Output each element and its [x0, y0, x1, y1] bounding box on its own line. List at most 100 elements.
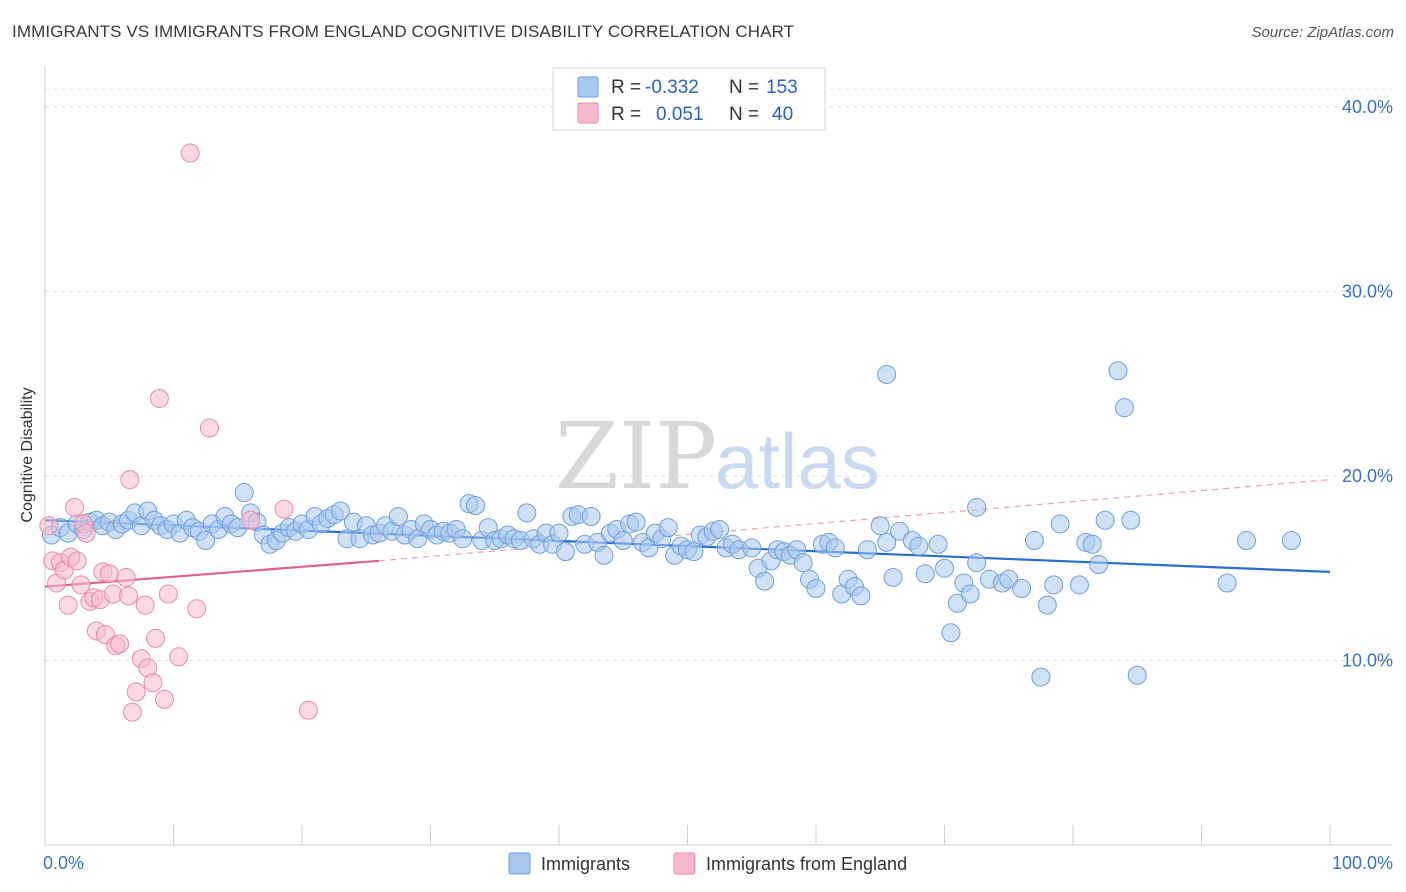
point-s0-151 [1082, 534, 1102, 554]
legend-box: R = -0.332 N = 153 R = 0.051 N = 40 [552, 67, 826, 131]
point-s1-31 [146, 628, 166, 648]
point-s0-145 [1031, 667, 1051, 687]
point-s1-25 [122, 702, 142, 722]
point-s1-9 [71, 575, 91, 595]
bottom-legend: Immigrants Immigrants from England [508, 852, 907, 875]
point-s0-53 [388, 507, 408, 527]
legend-swatch-immigrants [577, 76, 599, 98]
point-s1-8 [67, 551, 87, 571]
point-s0-88 [613, 531, 633, 551]
legend-n-value-immigrants: 153 [766, 77, 798, 98]
point-s0-79 [555, 542, 575, 562]
point-s1-0 [39, 516, 59, 536]
point-s1-33 [155, 689, 175, 709]
point-s0-158 [1114, 398, 1134, 418]
point-s1-40 [298, 700, 318, 720]
y-tick-label-0: 10.0% [1342, 650, 1393, 670]
point-s1-7 [65, 497, 85, 517]
y-tick-label-3: 40.0% [1342, 97, 1393, 117]
point-s0-160 [1281, 531, 1301, 551]
point-s0-143 [1012, 579, 1032, 599]
point-s0-144 [1024, 531, 1044, 551]
point-s0-133 [928, 534, 948, 554]
point-s0-126 [870, 516, 890, 536]
point-s1-18 [99, 564, 119, 584]
point-s1-32 [149, 388, 169, 408]
point-s1-36 [180, 143, 200, 163]
point-s0-132 [915, 564, 935, 584]
legend-n-label: N = [729, 77, 759, 98]
point-s1-21 [110, 634, 130, 654]
point-s1-41 [241, 510, 261, 530]
point-s0-95 [658, 518, 678, 538]
bottom-legend-england: Immigrants from England [706, 854, 907, 874]
point-s0-125 [857, 540, 877, 560]
legend-r-value-england: 0.051 [656, 104, 704, 125]
y-tick-label-1: 20.0% [1342, 466, 1393, 486]
point-s0-85 [594, 545, 614, 565]
point-s0-139 [967, 553, 987, 573]
y-tick-label-2: 30.0% [1342, 281, 1393, 301]
point-s0-78 [549, 523, 569, 543]
point-s0-73 [517, 503, 537, 523]
point-s0-159 [967, 497, 987, 517]
legend-r-label: R = [611, 77, 641, 98]
point-s0-155 [1127, 665, 1147, 685]
grid-lines [45, 88, 1392, 661]
watermark-zip: ZIP [555, 403, 717, 510]
x-tick-label-0: 0.0% [43, 853, 84, 873]
point-s0-109 [755, 571, 775, 591]
point-s0-149 [1069, 575, 1089, 595]
point-s0-115 [793, 553, 813, 573]
point-s1-22 [116, 567, 136, 587]
tick-labels: 10.0% 20.0% 30.0% 40.0% 0.0% 100.0% [43, 97, 1393, 873]
point-s1-34 [158, 584, 178, 604]
point-s1-38 [199, 418, 219, 438]
watermark: ZIP atlas [555, 403, 880, 510]
point-s0-65 [465, 495, 485, 515]
legend-n-label-2: N = [729, 104, 759, 125]
point-s0-138 [960, 584, 980, 604]
point-s0-134 [935, 558, 954, 578]
point-s0-162 [1217, 573, 1237, 593]
point-s1-30 [143, 673, 163, 693]
point-s1-24 [120, 470, 140, 490]
point-s1-28 [135, 595, 155, 615]
point-s0-161 [1236, 531, 1256, 551]
point-s0-129 [890, 521, 910, 541]
chart-title: IMMIGRANTS VS IMMIGRANTS FROM ENGLAND CO… [12, 22, 795, 41]
legend-n-value-england: 40 [772, 104, 793, 125]
point-s0-127 [877, 532, 897, 552]
legend-r-value-immigrants: -0.332 [645, 77, 699, 98]
axes [44, 66, 1392, 846]
point-s0-136 [947, 593, 967, 613]
bottom-legend-immigrants: Immigrants [541, 854, 630, 874]
bottom-legend-swatch-england [673, 852, 696, 875]
point-s1-37 [187, 599, 207, 619]
point-s0-117 [806, 579, 826, 599]
point-s0-83 [581, 507, 601, 527]
point-s0-103 [710, 519, 730, 539]
point-s0-29 [234, 483, 254, 503]
point-s1-23 [119, 586, 139, 606]
point-s0-152 [1089, 555, 1109, 575]
point-s0-23 [196, 531, 216, 551]
bottom-legend-swatch-immigrants [508, 852, 531, 875]
x-tick-label-1: 100.0% [1332, 853, 1393, 873]
point-s0-128 [883, 567, 903, 587]
point-s0-148 [1050, 514, 1070, 534]
trend-line-1 [44, 559, 380, 588]
point-s0-146 [1037, 595, 1057, 615]
legend-swatch-england [577, 102, 599, 124]
point-s0-90 [626, 512, 646, 532]
point-s1-39 [274, 499, 294, 519]
point-s1-5 [58, 595, 78, 615]
point-s1-35 [169, 647, 189, 667]
point-s0-44 [331, 501, 351, 521]
watermark-atlas: atlas [715, 417, 880, 505]
point-s0-99 [684, 542, 704, 562]
point-s0-135 [941, 623, 961, 643]
point-s0-154 [1121, 510, 1141, 530]
point-s0-124 [851, 586, 871, 606]
